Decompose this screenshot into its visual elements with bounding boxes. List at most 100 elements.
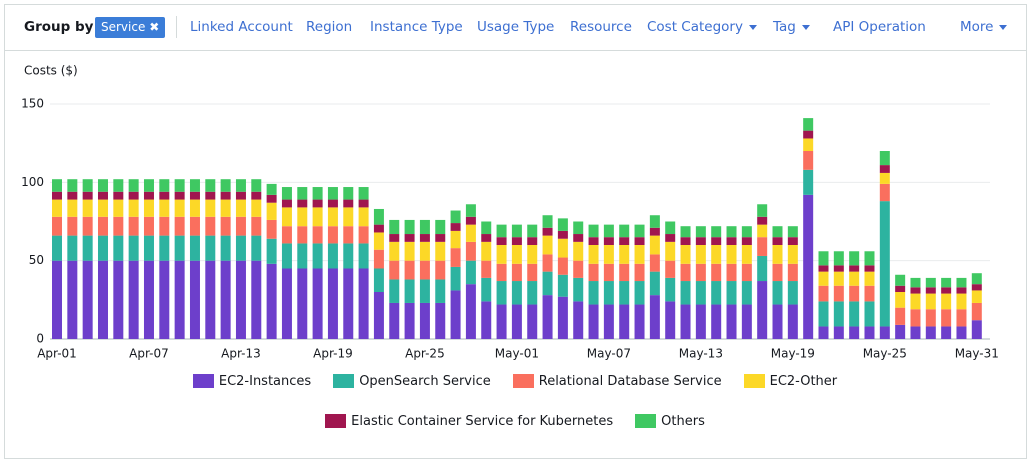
bar-segment — [619, 245, 630, 264]
legend-item[interactable]: Elastic Container Service for Kubernetes — [325, 412, 613, 430]
bar-segment — [588, 304, 599, 339]
group-option[interactable]: Usage Type — [477, 19, 554, 35]
bar-segment — [603, 281, 614, 305]
bar-segment — [358, 187, 369, 200]
bar-segment — [159, 260, 170, 339]
legend-label: EC2-Other — [769, 373, 838, 389]
bar-segment — [910, 309, 921, 327]
legend-item[interactable]: Relational Database Service — [512, 372, 722, 390]
bar-segment — [327, 243, 338, 269]
bar-segment — [573, 234, 584, 242]
bar-segment — [803, 130, 814, 139]
bar-segment — [864, 271, 875, 286]
bar-segment — [665, 260, 676, 278]
group-option[interactable]: More — [960, 19, 1008, 35]
bar-segment — [481, 221, 492, 235]
bar-segment — [419, 279, 430, 303]
group-chip[interactable]: Service ✖ — [95, 17, 166, 38]
group-option[interactable]: Instance Type — [370, 19, 463, 35]
bar-segment — [619, 224, 630, 238]
bar-segment — [573, 260, 584, 278]
bar-segment — [143, 216, 154, 236]
bar-segment — [113, 199, 124, 217]
bar-segment — [864, 285, 875, 302]
legend-item[interactable]: EC2-Instances — [192, 372, 311, 390]
x-tick-label: Apr-13 — [221, 347, 261, 361]
bar-segment — [82, 199, 93, 217]
group-option[interactable]: Region — [306, 19, 352, 35]
bar-segment — [481, 260, 492, 278]
bar-segment — [465, 216, 476, 225]
bar-segment — [527, 245, 538, 264]
group-option[interactable]: Resource — [570, 19, 632, 35]
bar-segment — [542, 215, 553, 228]
bar-segment — [358, 207, 369, 227]
bar-segment — [496, 237, 507, 245]
bar-segment — [849, 285, 860, 302]
x-tick-label: Apr-01 — [37, 347, 77, 361]
bar-segment — [695, 245, 706, 264]
toolbar: Group by: Service ✖ Linked Account Region… — [0, 0, 1033, 54]
bar-segment — [557, 257, 568, 275]
bar-segment — [67, 260, 78, 339]
chip-remove[interactable]: ✖ — [149, 20, 160, 34]
bar-segment — [251, 199, 262, 217]
bar-segment — [435, 279, 446, 303]
bar-segment — [128, 199, 139, 217]
group-option[interactable]: Tag — [773, 19, 810, 35]
chart: Costs ($) 0 50 100 150 Apr-01 Apr-07 Apr-13 Apr… — [21, 64, 999, 361]
legend-item[interactable]: Others — [635, 412, 705, 430]
bar-segment — [373, 224, 384, 233]
bar-segment — [52, 179, 62, 192]
bar-segment — [266, 238, 277, 264]
dropdown-arrow — [801, 24, 810, 30]
bar-segment — [251, 216, 262, 236]
bar-segment — [52, 199, 62, 217]
bar-segment — [159, 179, 170, 192]
bar-segment — [634, 304, 645, 339]
bar-segment — [680, 237, 691, 245]
bar-segment — [941, 277, 952, 288]
bar-segment — [205, 235, 216, 261]
bar-segment — [711, 281, 722, 305]
bar-segment — [849, 271, 860, 286]
bar-segment — [634, 245, 645, 264]
bar-segment — [971, 284, 982, 291]
bar-segment — [557, 296, 568, 339]
bar-segment — [726, 226, 737, 238]
bar-segment — [695, 226, 706, 238]
bar-segment — [189, 199, 200, 217]
bar-segment — [373, 249, 384, 269]
bar-segment — [266, 183, 277, 195]
bar-segment — [818, 265, 829, 272]
bar-segment — [634, 237, 645, 245]
option-label: API Operation — [833, 19, 926, 35]
legend-item[interactable]: OpenSearch Service — [333, 372, 491, 390]
option-label: Linked Account — [190, 19, 293, 35]
bar-segment — [680, 263, 691, 282]
bar-segment — [787, 237, 798, 245]
group-option[interactable]: Cost Category — [647, 19, 757, 35]
bar-segment — [97, 179, 108, 192]
bar-segment — [833, 301, 844, 327]
bar-segment — [343, 207, 354, 227]
legend-item[interactable]: EC2-Other — [743, 372, 838, 390]
bar-segment — [879, 201, 890, 327]
bar-segment — [312, 243, 323, 269]
bar-segment — [404, 260, 415, 280]
bar-segment — [97, 235, 108, 261]
bar-segment — [297, 207, 308, 227]
bar-segment — [220, 191, 231, 200]
bar-segment — [665, 221, 676, 235]
group-option[interactable]: API Operation — [833, 19, 926, 35]
group-option[interactable]: Linked Account — [190, 19, 293, 35]
bar-segment — [82, 216, 93, 236]
bar-segment — [82, 260, 93, 339]
bar-segment — [251, 179, 262, 192]
bar-segment — [67, 235, 78, 261]
bar-segment — [97, 216, 108, 236]
bar-segment — [97, 260, 108, 339]
bar-segment — [389, 219, 400, 235]
bar-segment — [864, 265, 875, 272]
bar-segment — [757, 224, 768, 238]
